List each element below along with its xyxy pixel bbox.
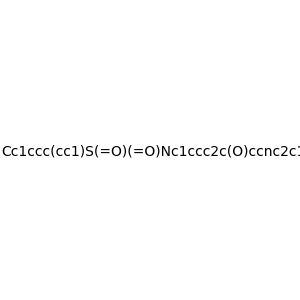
Text: Cc1ccc(cc1)S(=O)(=O)Nc1ccc2c(O)ccnc2c1: Cc1ccc(cc1)S(=O)(=O)Nc1ccc2c(O)ccnc2c1 xyxy=(2,145,300,158)
